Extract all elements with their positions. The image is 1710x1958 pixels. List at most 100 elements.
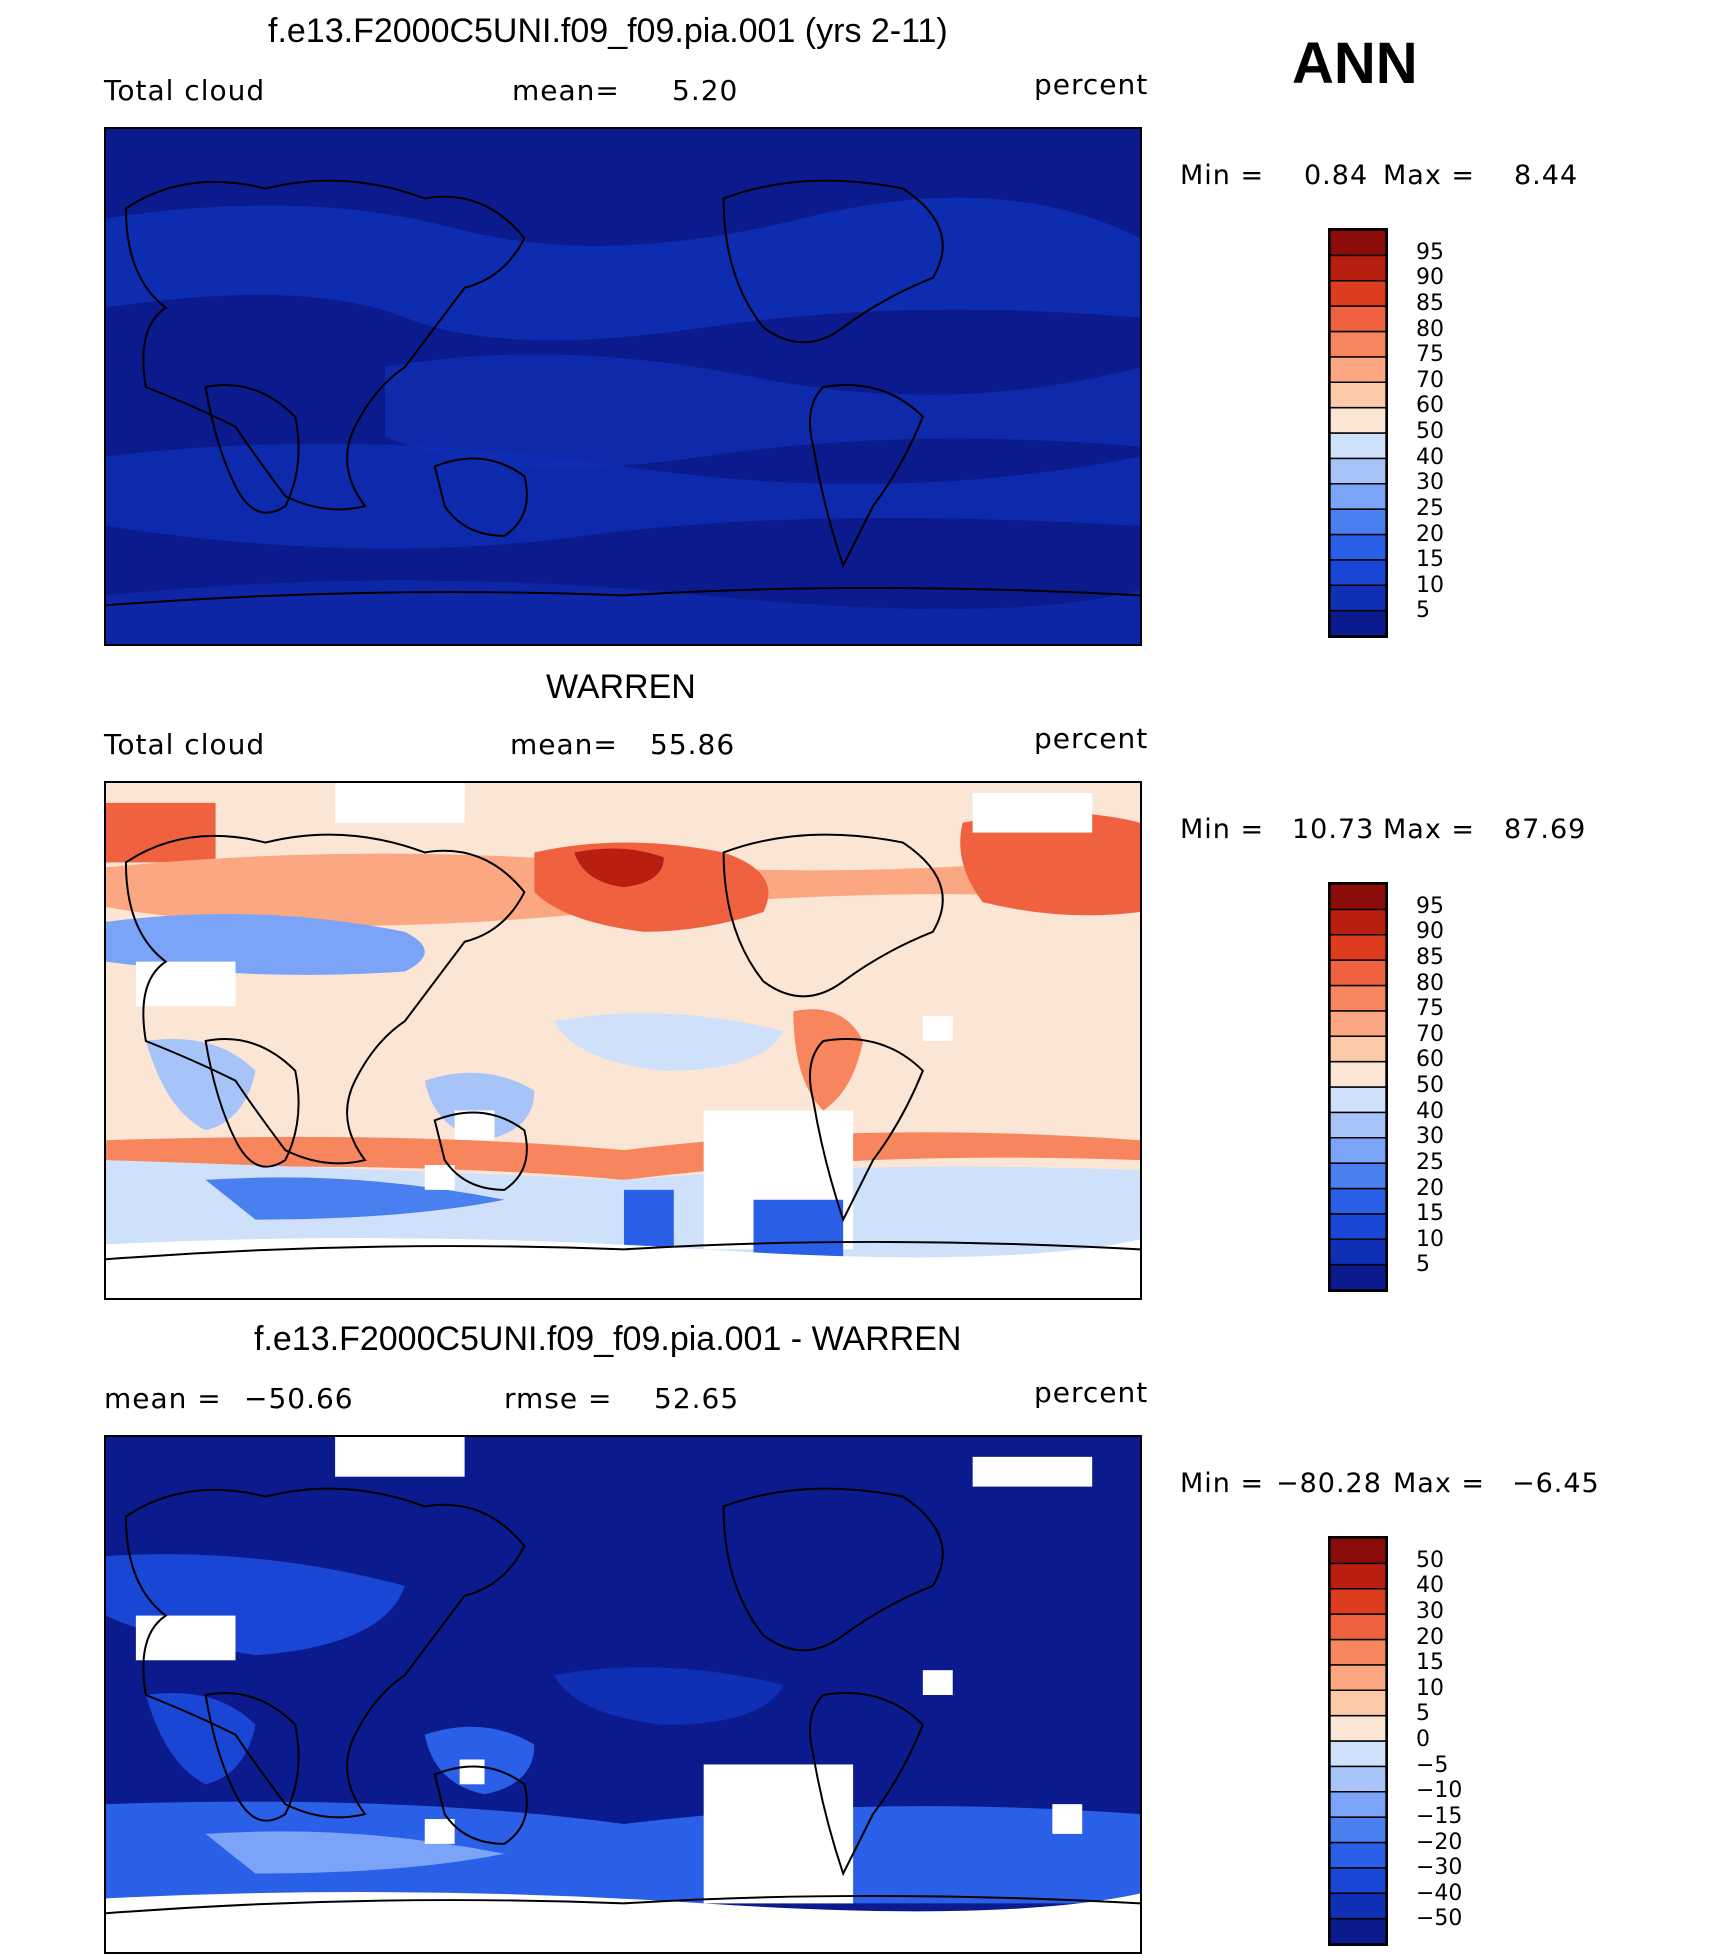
missing-patch [454, 1110, 495, 1141]
colorbar-tick-label: 40 [1416, 1098, 1444, 1124]
colorbar-tick-label: 70 [1416, 1021, 1444, 1047]
season-label: ANN [1292, 31, 1418, 96]
missing-patch [922, 1016, 953, 1041]
missing-patch [335, 783, 465, 823]
panel3-min-label: Min = [1180, 1468, 1265, 1499]
colorbar-block [1330, 1816, 1386, 1844]
panel3-colorbar [1328, 1536, 1388, 1946]
panel3-title: f.e13.F2000C5UNI.f09_f09.pia.001 - WARRE… [254, 1320, 962, 1358]
colorbar-tick-label: 5 [1416, 598, 1430, 624]
colorbar-block [1330, 959, 1386, 987]
panel2-units: percent [1034, 722, 1149, 755]
colorbar-tick-label: 5 [1416, 1252, 1430, 1278]
missing-patch [335, 1437, 465, 1477]
colorbar-tick-label: −10 [1416, 1778, 1463, 1804]
cool-patch [554, 1013, 784, 1071]
colorbar-block [1330, 584, 1386, 612]
colorbar-block [1330, 984, 1386, 1012]
cloud-band-north [106, 197, 1140, 341]
panel2-max-value: 87.69 [1504, 814, 1587, 845]
colorbar-block [1330, 1867, 1386, 1894]
panel3-max-label: Max = [1393, 1468, 1486, 1499]
warm-patch [574, 848, 664, 888]
cool-patch [424, 1072, 535, 1141]
colorbar-block [1330, 356, 1386, 383]
coastlines [106, 1487, 1140, 1915]
colorbar-tick-label: 30 [1416, 1124, 1444, 1150]
panel1-min-label: Min = [1180, 160, 1265, 191]
colorbar-tick-label: 50 [1416, 1547, 1444, 1573]
colorbar-block [1330, 280, 1386, 307]
panel2-variable: Total cloud [104, 728, 266, 761]
missing-patch [424, 1165, 455, 1190]
panel3-map [104, 1435, 1142, 1954]
missing-patch [972, 792, 1093, 833]
colorbar-tick-label: 60 [1416, 1047, 1444, 1073]
colorbar-tick-label: 20 [1416, 1624, 1444, 1650]
missing-patch [922, 1670, 953, 1695]
colorbar-block [1330, 1060, 1386, 1088]
panel2-mean-value: 55.86 [650, 728, 736, 761]
colorbar-tick-label: −5 [1416, 1752, 1449, 1778]
panel2-min-label: Min = [1180, 814, 1265, 845]
missing-antarctic [106, 1892, 1140, 1952]
colorbar-tick-label: 50 [1416, 1073, 1444, 1098]
colorbar-tick-label: 5 [1416, 1701, 1430, 1727]
colorbar-block [1330, 305, 1386, 333]
colorbar-block [1330, 457, 1386, 485]
colorbar-block [1330, 381, 1386, 409]
missing-patch [1052, 1804, 1083, 1834]
panel2-map [104, 781, 1142, 1300]
colorbar-block [1330, 1111, 1386, 1139]
missing-patch [135, 961, 236, 1007]
colorbar-block [1330, 934, 1386, 961]
colorbar-block [1330, 508, 1386, 536]
cloud-band-south [106, 443, 1140, 549]
panel3-units: percent [1034, 1376, 1149, 1409]
panel1-map [104, 127, 1142, 646]
panel2-colorbar [1328, 882, 1388, 1292]
missing-antarctic [106, 1238, 1140, 1298]
missing-patch [703, 1764, 854, 1904]
colorbar-tick-label: 40 [1416, 444, 1444, 470]
colorbar-tick-label: 85 [1416, 944, 1444, 970]
panel3-mean-value: −50.66 [244, 1382, 354, 1415]
colorbar-tick-label: 80 [1416, 316, 1444, 342]
panel3-mean-label: mean = [104, 1382, 222, 1415]
colorbar-tick-label: 25 [1416, 495, 1444, 521]
diff-patch [145, 1693, 256, 1785]
colorbar-tick-label: 20 [1416, 521, 1444, 547]
colorbar-tick-label: 70 [1416, 367, 1444, 393]
panel3-rmse-value: 52.65 [654, 1382, 740, 1415]
colorbar-tick-label: 95 [1416, 893, 1444, 919]
colorbar-block [1330, 1917, 1386, 1944]
colorbar-block [1330, 1238, 1386, 1266]
panel1-variable: Total cloud [104, 74, 266, 107]
colorbar-block [1330, 1638, 1386, 1666]
colorbar-tick-label: 80 [1416, 970, 1444, 996]
colorbar-block [1330, 1841, 1386, 1869]
colorbar-tick-label: 40 [1416, 1573, 1444, 1599]
colorbar-block [1330, 1588, 1386, 1615]
colorbar-tick-label: 75 [1416, 342, 1444, 368]
panel1-mean-value: 5.20 [672, 74, 739, 107]
missing-patch [424, 1819, 455, 1844]
colorbar-block [1330, 1689, 1386, 1717]
colorbar-block [1330, 432, 1386, 460]
colorbar-tick-label: 10 [1416, 572, 1444, 598]
colorbar-block [1330, 884, 1386, 911]
colorbar-tick-label: 60 [1416, 393, 1444, 419]
colorbar-tick-label: 25 [1416, 1149, 1444, 1175]
cool-patch [753, 1199, 844, 1260]
panel3-min-value: −80.28 [1276, 1468, 1382, 1499]
panel1-max-label: Max = [1383, 160, 1476, 191]
diff-patch [554, 1667, 784, 1725]
colorbar-block [1330, 1162, 1386, 1190]
colorbar-block [1330, 330, 1386, 358]
panel3-max-value: −6.45 [1512, 1468, 1600, 1499]
missing-patch [972, 1456, 1093, 1487]
colorbar-block [1330, 406, 1386, 434]
colorbar-block [1330, 1740, 1386, 1768]
colorbar-tick-label: 95 [1416, 239, 1444, 265]
colorbar-block [1330, 230, 1386, 257]
